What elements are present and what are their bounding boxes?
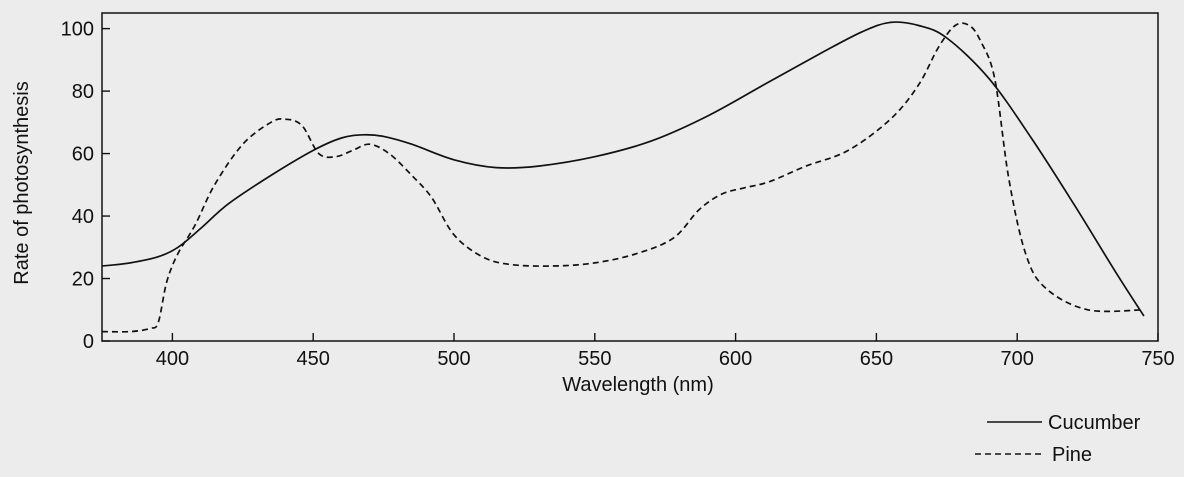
- series-line-cucumber: [101, 21, 1145, 317]
- series-line-pine: [101, 22, 1144, 333]
- plot-frame: [101, 12, 1159, 342]
- y-tick-label: 40: [72, 206, 94, 228]
- x-tick-label: 550: [578, 348, 611, 370]
- x-tick-label: 650: [860, 348, 893, 370]
- legend-label-cucumber: Cucumber: [1048, 412, 1141, 434]
- x-tick-label: 600: [719, 348, 752, 370]
- legend: Cucumber Pine: [975, 412, 1141, 466]
- legend-label-pine: Pine: [1052, 444, 1092, 466]
- y-tick-label: 0: [83, 331, 94, 353]
- x-tick-label: 450: [297, 348, 330, 370]
- x-axis-label: Wavelength (nm): [562, 374, 714, 396]
- x-tick-label: 700: [1001, 348, 1034, 370]
- y-tick-label: 80: [72, 81, 94, 103]
- y-tick-label: 60: [72, 144, 94, 166]
- plot-border: [101, 12, 1159, 342]
- x-tick-label: 750: [1141, 348, 1174, 370]
- x-tick-label: 500: [437, 348, 470, 370]
- y-tick-label: 100: [61, 19, 94, 41]
- y-axis-ticks: 0 20 40 60 80 100: [61, 19, 110, 353]
- y-tick-label: 20: [72, 269, 94, 291]
- series-layer: [101, 21, 1145, 333]
- y-axis-label: Rate of photosynthesis: [11, 81, 33, 284]
- x-tick-label: 400: [156, 348, 189, 370]
- x-axis-ticks: 400 450 500 550 600 650 700 750: [156, 333, 1175, 370]
